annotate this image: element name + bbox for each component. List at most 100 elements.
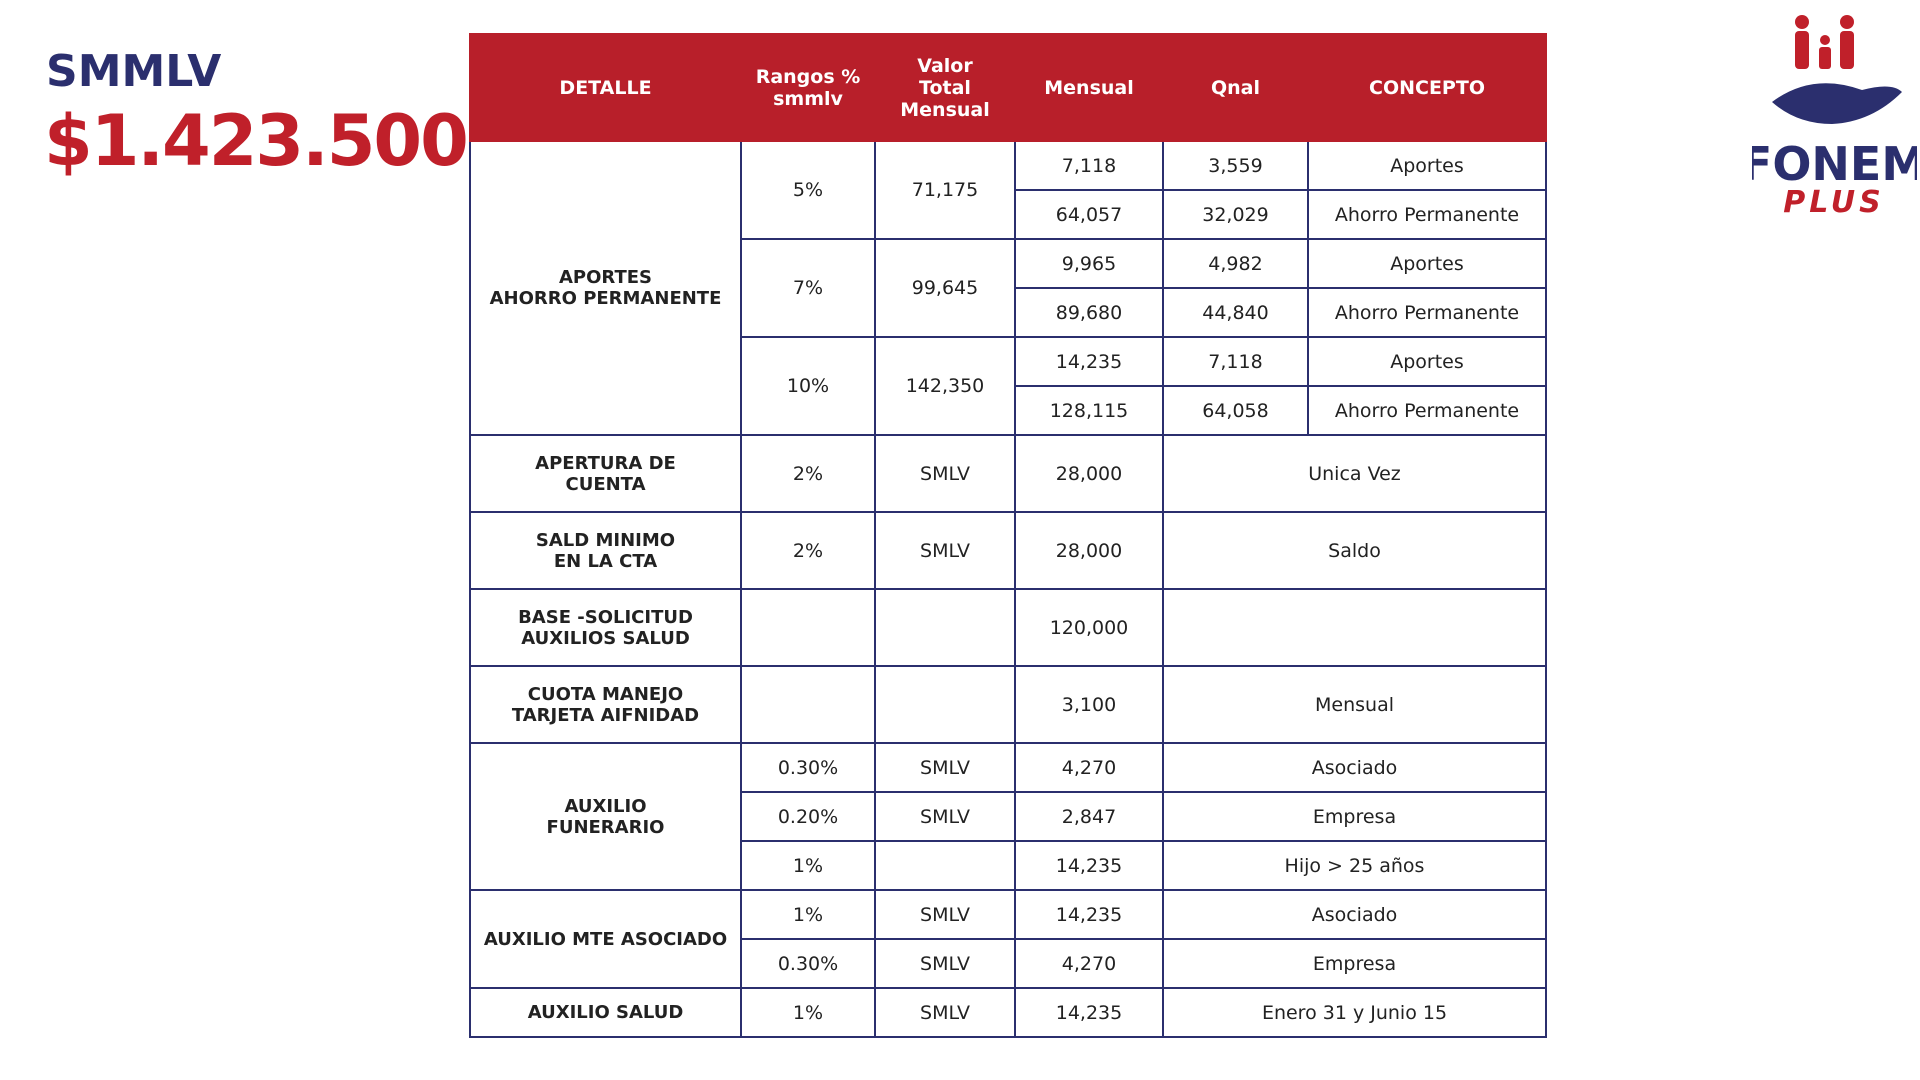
column-header: CONCEPTO bbox=[1307, 33, 1547, 142]
logo: FONEM PLUS bbox=[1752, 15, 1917, 217]
concepto-cell: Aportes bbox=[1307, 140, 1547, 191]
rango-cell: 7% bbox=[740, 238, 876, 338]
label: SMMLV bbox=[46, 46, 222, 97]
detalle-cell: APORTES AHORRO PERMANENTE bbox=[469, 140, 742, 436]
column-header: DETALLE bbox=[469, 33, 742, 142]
concepto-cell: Ahorro Permanente bbox=[1307, 287, 1547, 338]
qnal-cell: 32,029 bbox=[1162, 189, 1309, 240]
concepto-cell: Asociado bbox=[1162, 889, 1547, 940]
row: BASE -SOLICITUD AUXILIOS SALUD 120,000 bbox=[469, 588, 1547, 667]
concepto-cell: Aportes bbox=[1307, 336, 1547, 387]
mensual-cell: 4,270 bbox=[1014, 742, 1164, 793]
column-header: Qnal bbox=[1162, 33, 1309, 142]
rango-cell: 0.20% bbox=[740, 791, 876, 842]
mensual-cell: 2,847 bbox=[1014, 791, 1164, 842]
qnal-cell: 7,118 bbox=[1162, 336, 1309, 387]
concepto-cell: Saldo bbox=[1162, 511, 1547, 590]
rango-cell bbox=[740, 665, 876, 744]
rango-cell: 2% bbox=[740, 434, 876, 513]
valor-cell bbox=[874, 840, 1016, 891]
qnal-cell: 64,058 bbox=[1162, 385, 1309, 436]
logo-tag: PLUS bbox=[1783, 185, 1884, 217]
row: 128,115 64,058 Ahorro Permanente bbox=[470, 385, 1547, 436]
detalle-cell: BASE -SOLICITUD AUXILIOS SALUD bbox=[469, 588, 742, 667]
row: AUXILIO MTE ASOCIADO 1% SMLV 14,235 Asociado bbox=[469, 889, 1547, 989]
mensual-cell: 89,680 bbox=[1014, 287, 1164, 338]
valor-cell: SMLV bbox=[874, 938, 1016, 989]
rango-cell bbox=[740, 588, 876, 667]
mensual-cell: 9,965 bbox=[1014, 238, 1164, 289]
detalle-cell: AUXILIO FUNERARIO bbox=[469, 742, 742, 891]
row: APORTES AHORRO PERMANENTE 5% 71,175 7,118 3,… bbox=[469, 140, 1547, 436]
concepto-cell bbox=[1162, 588, 1547, 667]
valor-cell: 142,350 bbox=[874, 336, 1016, 436]
row: 1% 14,235 Hijo > 25 años bbox=[470, 840, 1547, 891]
detalle-cell: APERTURA DE CUENTA bbox=[469, 434, 742, 513]
rango-cell: 0.30% bbox=[740, 742, 876, 793]
valor-cell: SMLV bbox=[874, 742, 1016, 793]
rango-cell: 10% bbox=[740, 336, 876, 436]
concepto-cell: Empresa bbox=[1162, 938, 1547, 989]
row: 0.30% SMLV 4,270 Empresa bbox=[470, 938, 1547, 989]
mensual-cell: 3,100 bbox=[1014, 665, 1164, 744]
concepto-cell: Unica Vez bbox=[1162, 434, 1547, 513]
column-header: Valor Total Mensual bbox=[874, 33, 1016, 142]
mensual-cell: 14,235 bbox=[1014, 889, 1164, 940]
detalle-cell: AUXILIO MTE ASOCIADO bbox=[469, 889, 742, 989]
row: AUXILIO FUNERARIO 0.30% SMLV 4,270 Asociado bbox=[469, 742, 1547, 891]
row: 7% 99,645 9,965 4,982 Aportes bbox=[470, 238, 1547, 338]
qnal-cell: 4,982 bbox=[1162, 238, 1309, 289]
row: APERTURA DE CUENTA 2% SMLV 28,000 Unica Vez bbox=[469, 434, 1547, 513]
mensual-cell: 7,118 bbox=[1014, 140, 1164, 191]
row: AUXILIO SALUD 1% SMLV 14,235 Enero 31 y Juni… bbox=[469, 987, 1547, 1038]
row: SALD MINIMO EN LA CTA 2% SMLV 28,000 Saldo bbox=[469, 511, 1547, 590]
row: 0.20% SMLV 2,847 Empresa bbox=[470, 791, 1547, 842]
detalle-cell: AUXILIO SALUD bbox=[469, 987, 742, 1038]
valor-cell: SMLV bbox=[874, 511, 1016, 590]
row: 89,680 44,840 Ahorro Permanente bbox=[470, 287, 1547, 338]
rango-cell: 1% bbox=[740, 889, 876, 940]
concepto-cell: Empresa bbox=[1162, 791, 1547, 842]
mensual-cell: 64,057 bbox=[1014, 189, 1164, 240]
table-body: APORTES AHORRO PERMANENTE 5% 71,175 7,118 3,… bbox=[469, 140, 1547, 1038]
row: 64,057 32,029 Ahorro Permanente bbox=[470, 189, 1547, 240]
concepto-cell: Ahorro Permanente bbox=[1307, 189, 1547, 240]
rango-cell: 0.30% bbox=[740, 938, 876, 989]
valor-cell bbox=[874, 588, 1016, 667]
amount: $1.423.500 bbox=[44, 100, 469, 182]
rango-cell: 1% bbox=[740, 987, 876, 1038]
rango-cell: 5% bbox=[740, 140, 876, 240]
valor-cell: SMLV bbox=[874, 434, 1016, 513]
concepto-cell: Hijo > 25 años bbox=[1162, 840, 1547, 891]
valor-cell: 99,645 bbox=[874, 238, 1016, 338]
concepto-cell: Enero 31 y Junio 15 bbox=[1162, 987, 1547, 1038]
mensual-cell: 14,235 bbox=[1014, 840, 1164, 891]
valor-cell: SMLV bbox=[874, 791, 1016, 842]
mensual-cell: 14,235 bbox=[1014, 987, 1164, 1038]
valor-cell: SMLV bbox=[874, 889, 1016, 940]
mensual-cell: 14,235 bbox=[1014, 336, 1164, 387]
mensual-cell: 4,270 bbox=[1014, 938, 1164, 989]
column-header: Rangos % smmlv bbox=[740, 33, 876, 142]
row: 10% 142,350 14,235 7,118 Aportes bbox=[470, 336, 1547, 436]
rango-cell: 1% bbox=[740, 840, 876, 891]
header-row: DETALLE Rangos % smmlv Valor Total Mensual… bbox=[469, 33, 1547, 142]
concepto-cell: Aportes bbox=[1307, 238, 1547, 289]
qnal-cell: 3,559 bbox=[1162, 140, 1309, 191]
mensual-cell: 128,115 bbox=[1014, 385, 1164, 436]
valor-cell bbox=[874, 665, 1016, 744]
detalle-cell: SALD MINIMO EN LA CTA bbox=[469, 511, 742, 590]
valor-cell: 71,175 bbox=[874, 140, 1016, 240]
column-header: Mensual bbox=[1014, 33, 1164, 142]
concepto-cell: Asociado bbox=[1162, 742, 1547, 793]
row: CUOTA MANEJO TARJETA AIFNIDAD 3,100 Mensua… bbox=[469, 665, 1547, 744]
logo-name: FONEM bbox=[1752, 137, 1917, 191]
concepto-cell: Mensual bbox=[1162, 665, 1547, 744]
concepto-cell: Ahorro Permanente bbox=[1307, 385, 1547, 436]
mensual-cell: 120,000 bbox=[1014, 588, 1164, 667]
qnal-cell: 44,840 bbox=[1162, 287, 1309, 338]
mensual-cell: 28,000 bbox=[1014, 511, 1164, 590]
detalle-cell: CUOTA MANEJO TARJETA AIFNIDAD bbox=[469, 665, 742, 744]
valor-cell: SMLV bbox=[874, 987, 1016, 1038]
